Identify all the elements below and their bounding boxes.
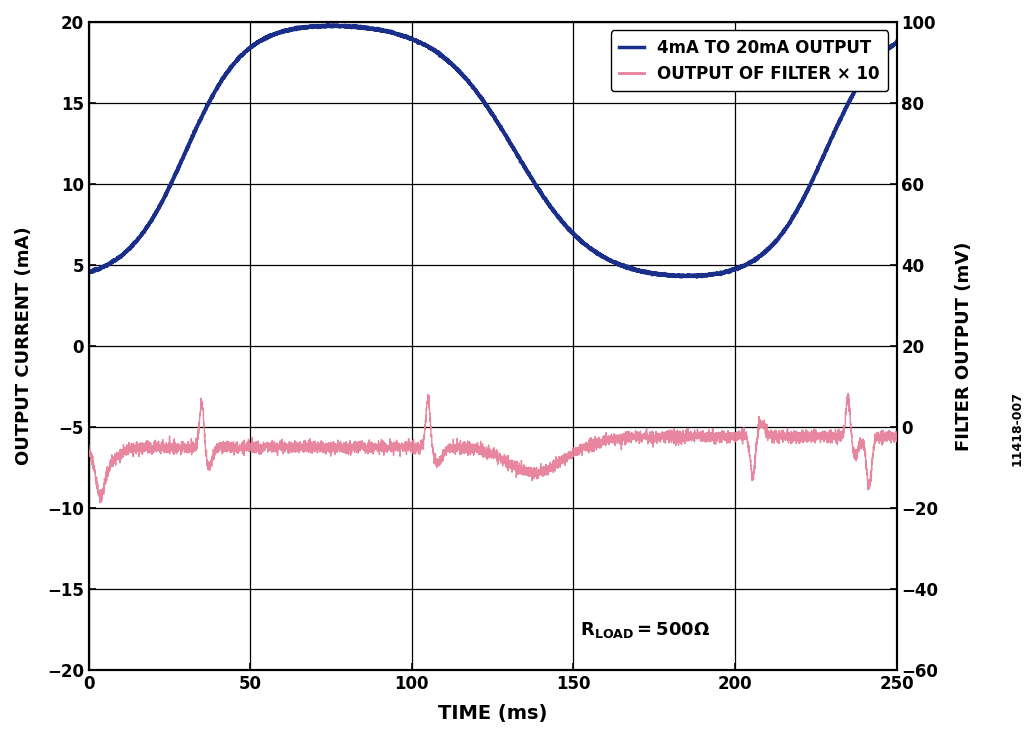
Text: 11418-007: 11418-007 — [1011, 390, 1023, 466]
Legend: 4mA TO 20mA OUTPUT, OUTPUT OF FILTER × 10: 4mA TO 20mA OUTPUT, OUTPUT OF FILTER × 1… — [610, 30, 888, 92]
Y-axis label: FILTER OUTPUT (mV): FILTER OUTPUT (mV) — [955, 241, 973, 451]
Text: $\mathbf{R}_{\mathbf{LOAD}}$$\mathbf{ = 500\Omega}$: $\mathbf{R}_{\mathbf{LOAD}}$$\mathbf{ = … — [580, 619, 710, 640]
X-axis label: TIME (ms): TIME (ms) — [438, 704, 548, 723]
Y-axis label: OUTPUT CURRENT (mA): OUTPUT CURRENT (mA) — [15, 227, 33, 466]
